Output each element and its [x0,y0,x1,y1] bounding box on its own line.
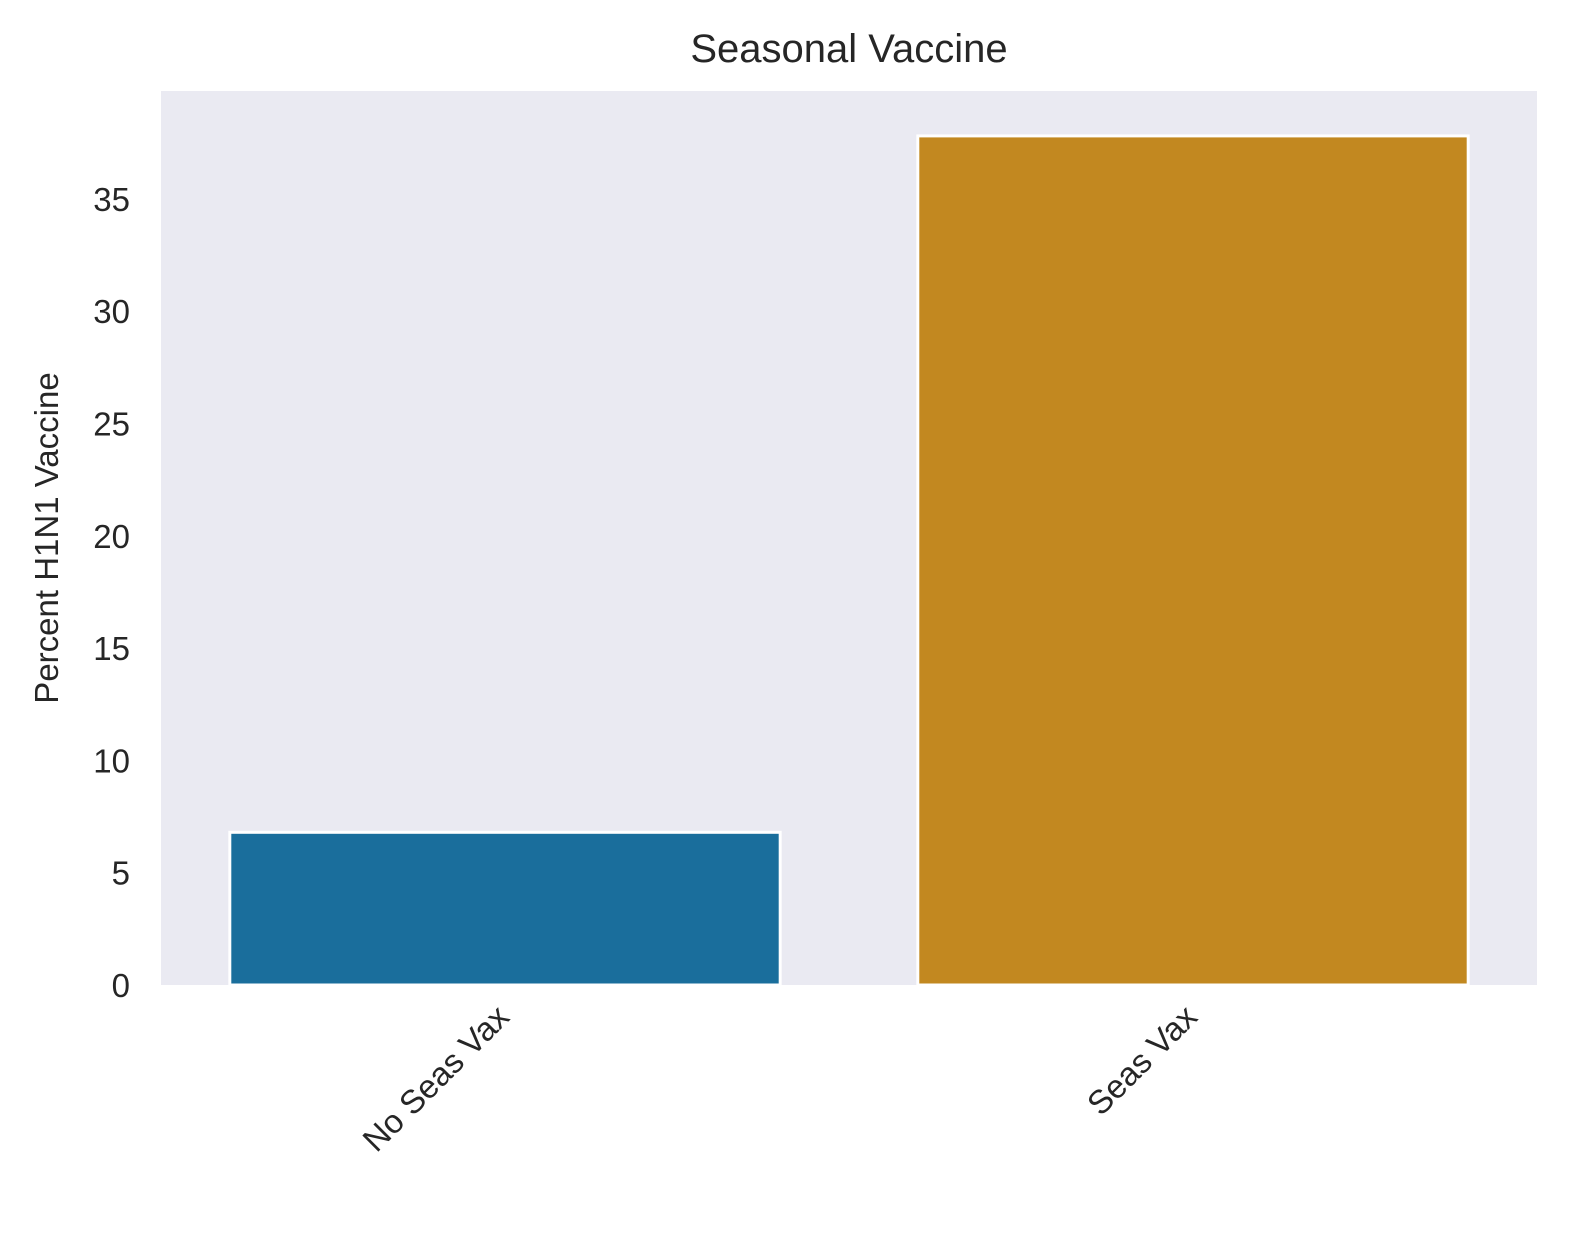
y-tick-label: 10 [93,742,130,779]
bar-no-seas-vax [228,830,782,987]
y-tick-label: 30 [93,293,130,330]
y-axis-ticks: 0 5 10 15 20 25 30 35 [93,181,130,1004]
y-tick-label: 15 [93,630,130,667]
x-tick-label: No Seas Vax [355,997,516,1158]
bar-seas-vax [916,134,1470,987]
x-tick-label: Seas Vax [1080,997,1205,1122]
y-tick-label: 25 [93,405,130,442]
y-tick-label: 20 [93,518,130,555]
y-tick-label: 5 [112,855,130,892]
y-tick-label: 35 [93,181,130,218]
y-axis-label: Percent H1N1 Vaccine [28,372,65,703]
bars-layer [228,134,1470,987]
y-tick-label: 0 [112,967,130,1004]
chart-title: Seasonal Vaccine [690,27,1007,71]
x-axis-ticks: No Seas Vax Seas Vax [355,997,1204,1158]
